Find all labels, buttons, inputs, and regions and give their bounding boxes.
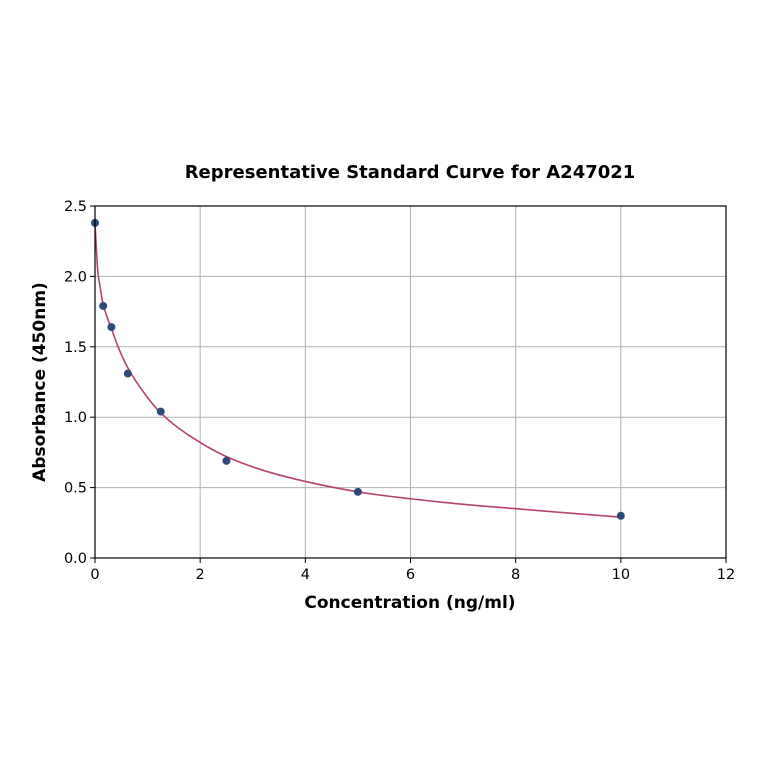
x-tick-label: 2 — [196, 567, 205, 583]
x-tick-label: 0 — [90, 567, 99, 583]
y-axis-ticks: 0.0 0.5 1.0 1.5 2.0 2.5 — [64, 199, 95, 567]
data-point — [99, 301, 108, 310]
y-tick-label: 2.5 — [64, 199, 87, 215]
y-tick-label: 0.0 — [64, 551, 87, 567]
data-point — [353, 487, 362, 496]
data-point — [123, 369, 132, 378]
data-point — [156, 407, 165, 416]
data-point — [107, 323, 116, 332]
fitted-curve — [94, 222, 621, 518]
y-axis-label: Absorbance (450nm) — [30, 282, 50, 482]
x-axis-label: Concentration (ng/ml) — [304, 593, 515, 613]
data-point — [616, 511, 625, 520]
x-tick-label: 10 — [612, 567, 630, 583]
chart-title: Representative Standard Curve for A24702… — [185, 162, 636, 183]
y-tick-label: 1.5 — [64, 340, 87, 356]
y-tick-label: 2.0 — [64, 269, 87, 285]
x-tick-label: 12 — [717, 567, 735, 583]
y-tick-label: 0.5 — [64, 481, 87, 497]
data-point — [222, 456, 231, 465]
x-tick-label: 8 — [511, 567, 520, 583]
x-axis-ticks: 0 2 4 6 8 10 12 — [90, 558, 735, 583]
grid-lines — [94, 205, 727, 559]
x-tick-label: 6 — [406, 567, 415, 583]
data-points — [91, 218, 625, 520]
y-tick-label: 1.0 — [64, 410, 87, 426]
fitted-curve-line — [94, 222, 621, 518]
x-tick-label: 4 — [301, 567, 310, 583]
